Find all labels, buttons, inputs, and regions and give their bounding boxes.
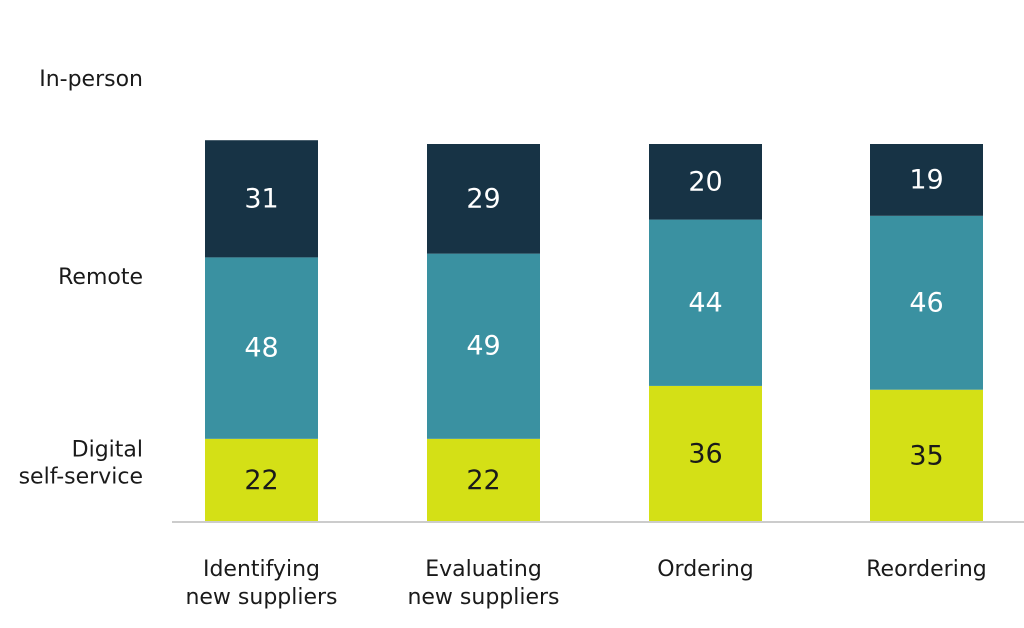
data-label: 20 bbox=[688, 166, 722, 197]
data-label: 44 bbox=[688, 287, 722, 318]
bar-segment bbox=[870, 144, 983, 216]
bar-segment bbox=[205, 438, 318, 522]
data-label: 22 bbox=[244, 465, 278, 496]
data-label: 49 bbox=[466, 331, 500, 362]
category-label: new suppliers bbox=[407, 585, 559, 610]
data-label: 22 bbox=[466, 465, 500, 496]
data-label: 48 bbox=[244, 333, 278, 364]
data-label: 35 bbox=[909, 440, 943, 471]
data-label: 29 bbox=[466, 183, 500, 214]
bar-segment bbox=[205, 140, 318, 258]
data-label: 31 bbox=[244, 183, 278, 214]
category-label: Reordering bbox=[866, 557, 987, 582]
category-label: Evaluating bbox=[425, 557, 542, 582]
bar-segment bbox=[870, 389, 983, 522]
data-label: 19 bbox=[909, 164, 943, 195]
bar-segment bbox=[427, 144, 540, 254]
data-label: 36 bbox=[688, 438, 722, 469]
data-label: 46 bbox=[909, 287, 943, 318]
bar-segment bbox=[205, 257, 318, 439]
category-label: Identifying bbox=[203, 557, 320, 582]
series-label: Remote bbox=[58, 265, 143, 290]
series-label: Digital bbox=[72, 438, 143, 463]
category-labels: Identifying new suppliers Evaluating new su… bbox=[185, 557, 986, 610]
series-label: In-person bbox=[39, 67, 143, 92]
bar-segment bbox=[870, 215, 983, 390]
bar-segment bbox=[649, 219, 762, 386]
category-label: new suppliers bbox=[185, 585, 337, 610]
bar-segment bbox=[427, 253, 540, 439]
bar-segment bbox=[427, 438, 540, 522]
bar-segment bbox=[649, 385, 762, 522]
series-label: self-service bbox=[19, 465, 143, 490]
bars-layer: 22 48 31 22 49 29 36 44 20 35 46 19 bbox=[205, 140, 983, 522]
bar-segment bbox=[649, 144, 762, 220]
category-label: Ordering bbox=[657, 557, 754, 582]
